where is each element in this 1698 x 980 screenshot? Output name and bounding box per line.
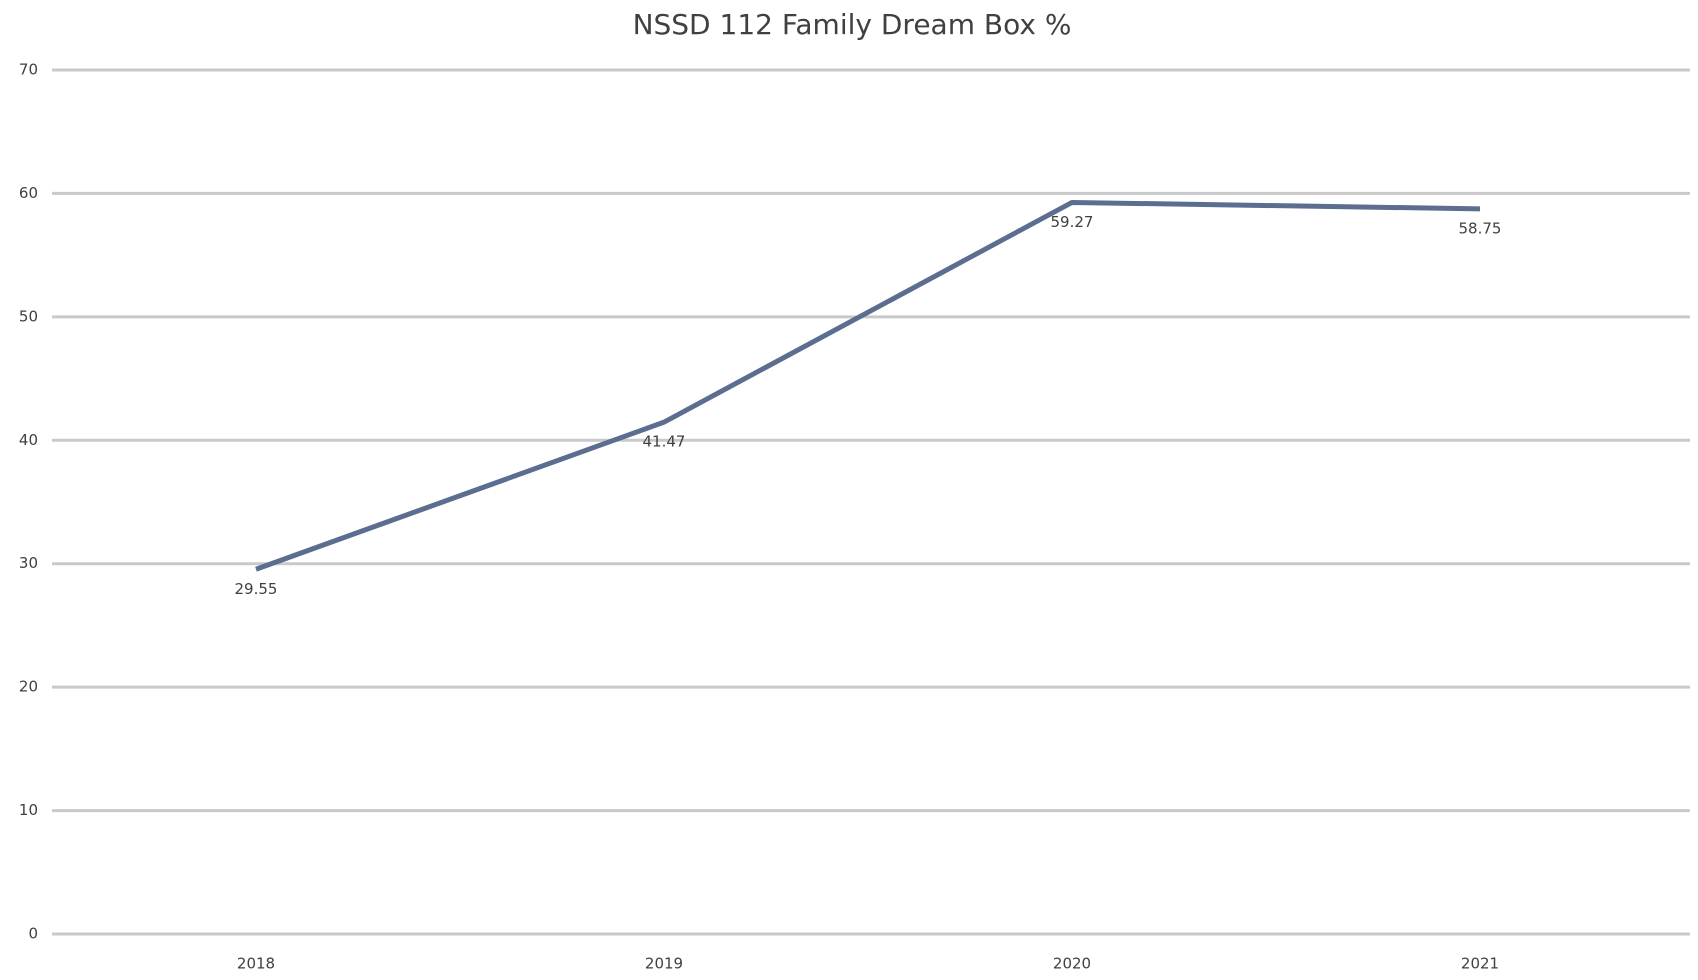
y-tick-label: 30 xyxy=(19,554,38,572)
y-tick-label: 40 xyxy=(19,431,38,449)
x-tick-label: 2021 xyxy=(1461,955,1499,973)
chart-title: NSSD 112 Family Dream Box % xyxy=(633,8,1072,41)
line xyxy=(255,199,1481,572)
y-tick-label: 20 xyxy=(19,678,38,696)
x-tick-label: 2018 xyxy=(237,955,275,973)
y-tick-label: 50 xyxy=(19,307,38,325)
y-tick-label: 70 xyxy=(19,61,38,79)
data-label: 29.55 xyxy=(235,580,278,598)
x-tick-label: 2019 xyxy=(645,955,683,973)
data-label: 41.47 xyxy=(643,433,686,451)
x-tick-label: 2020 xyxy=(1053,955,1091,973)
y-tick-label: 60 xyxy=(19,184,38,202)
data-label: 58.75 xyxy=(1459,219,1502,237)
y-tick-label: 0 xyxy=(28,925,38,943)
data-label: 59.27 xyxy=(1051,213,1094,231)
y-tick-label: 10 xyxy=(19,801,38,819)
